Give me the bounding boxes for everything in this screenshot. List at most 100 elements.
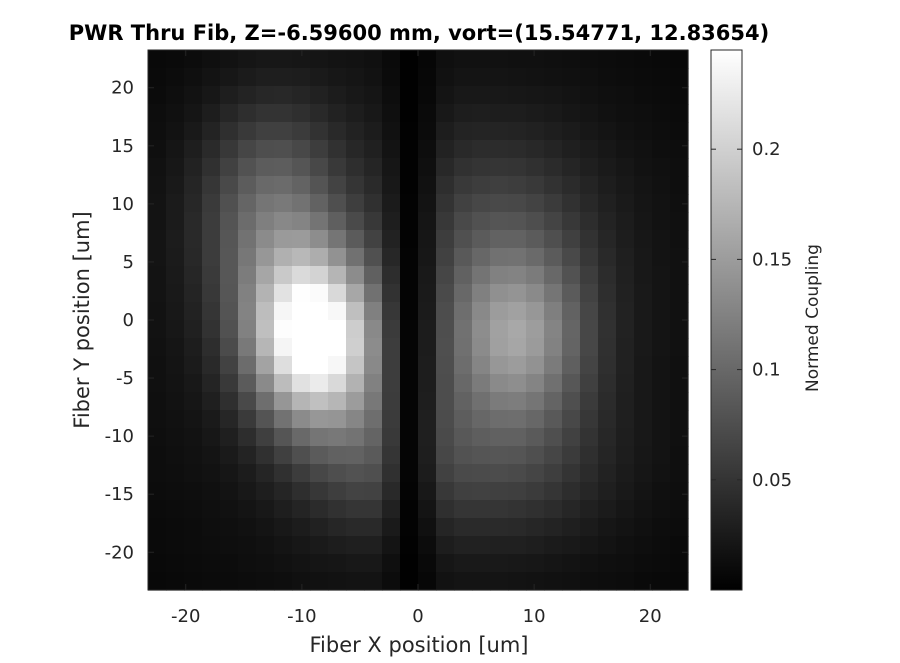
heatmap-cell	[634, 392, 653, 411]
heatmap-cell	[400, 320, 419, 339]
heatmap-cell	[364, 410, 383, 429]
heatmap-cell	[202, 86, 221, 105]
heatmap-cell	[652, 140, 671, 159]
heatmap-cell	[526, 446, 545, 465]
heatmap-cell	[364, 86, 383, 105]
heatmap-cell	[436, 500, 455, 519]
heatmap-cell	[418, 392, 437, 411]
heatmap-cell	[346, 284, 365, 303]
heatmap-cell	[328, 302, 347, 321]
heatmap-cell	[292, 194, 311, 213]
heatmap-cell	[652, 428, 671, 447]
heatmap-cell	[328, 104, 347, 123]
heatmap-cell	[202, 248, 221, 267]
heatmap-cell	[328, 266, 347, 285]
heatmap-cell	[616, 356, 635, 375]
heatmap-cell	[166, 554, 185, 573]
heatmap-cell	[526, 50, 545, 69]
heatmap-cell	[580, 194, 599, 213]
heatmap-cell	[616, 284, 635, 303]
heatmap-cell	[256, 104, 275, 123]
colorbar-ticks: 0.2 0.15 0.1 0.05	[711, 139, 792, 491]
heatmap-cell	[148, 536, 167, 555]
y-tick-label: -5	[116, 368, 134, 389]
heatmap-cell	[616, 212, 635, 231]
heatmap-cell	[292, 140, 311, 159]
heatmap-cell	[220, 482, 239, 501]
heatmap-cell	[490, 104, 509, 123]
heatmap-cell	[598, 104, 617, 123]
heatmap-cell	[670, 464, 689, 483]
heatmap-cell	[418, 194, 437, 213]
heatmap-cell	[292, 284, 311, 303]
heatmap-cell	[166, 482, 185, 501]
heatmap-cell	[472, 410, 491, 429]
heatmap-cell	[580, 338, 599, 357]
heatmap-cell	[292, 86, 311, 105]
heatmap-cell	[418, 158, 437, 177]
heatmap-cell	[310, 446, 329, 465]
heatmap-cell	[166, 392, 185, 411]
heatmap-cell	[454, 446, 473, 465]
heatmap-cell	[652, 176, 671, 195]
heatmap-cell	[310, 302, 329, 321]
heatmap-cell	[382, 356, 401, 375]
heatmap-cell	[148, 176, 167, 195]
heatmap-cell	[238, 122, 257, 141]
heatmap-cell	[310, 410, 329, 429]
heatmap-cell	[220, 392, 239, 411]
heatmap-cell	[670, 302, 689, 321]
heatmap-cell	[454, 410, 473, 429]
heatmap-cell	[508, 230, 527, 249]
heatmap-cell	[598, 50, 617, 69]
heatmap-cell	[634, 230, 653, 249]
heatmap-cell	[256, 518, 275, 537]
heatmap-cell	[436, 68, 455, 87]
heatmap-cell	[364, 140, 383, 159]
heatmap-cell	[490, 554, 509, 573]
heatmap-cell	[418, 140, 437, 159]
heatmap-cell	[274, 302, 293, 321]
heatmap-cell	[616, 248, 635, 267]
heatmap-cell	[382, 176, 401, 195]
heatmap-cell	[184, 518, 203, 537]
heatmap-cell	[526, 140, 545, 159]
heatmap-cell	[328, 230, 347, 249]
x-tick-label: 10	[523, 606, 546, 627]
heatmap-cell	[418, 50, 437, 69]
heatmap-cell	[508, 302, 527, 321]
heatmap-cell	[202, 140, 221, 159]
heatmap-cell	[148, 230, 167, 249]
heatmap-cell	[292, 50, 311, 69]
heatmap-cell	[562, 266, 581, 285]
heatmap-cell	[166, 68, 185, 87]
heatmap-cell	[544, 500, 563, 519]
heatmap-cell	[562, 50, 581, 69]
heatmap-cell	[544, 140, 563, 159]
heatmap-cell	[670, 554, 689, 573]
heatmap-cell	[418, 464, 437, 483]
heatmap-cell	[256, 482, 275, 501]
heatmap-cell	[490, 572, 509, 591]
heatmap-cell	[598, 536, 617, 555]
heatmap-cell	[472, 536, 491, 555]
heatmap-cell	[472, 266, 491, 285]
heatmap-cell	[184, 338, 203, 357]
heatmap-cell	[544, 212, 563, 231]
heatmap-cell	[562, 68, 581, 87]
heatmap-cell	[598, 338, 617, 357]
heatmap-cell	[508, 428, 527, 447]
heatmap-cell	[364, 302, 383, 321]
heatmap-cell	[166, 536, 185, 555]
y-tick-label: 10	[111, 194, 134, 215]
heatmap-cell	[184, 266, 203, 285]
heatmap-cell	[562, 518, 581, 537]
heatmap-cell	[400, 392, 419, 411]
heatmap-cell	[346, 482, 365, 501]
heatmap-cell	[418, 86, 437, 105]
heatmap-cell	[472, 554, 491, 573]
heatmap-cell	[202, 284, 221, 303]
heatmap-cell	[634, 536, 653, 555]
heatmap-cell	[202, 464, 221, 483]
heatmap-cell	[436, 284, 455, 303]
